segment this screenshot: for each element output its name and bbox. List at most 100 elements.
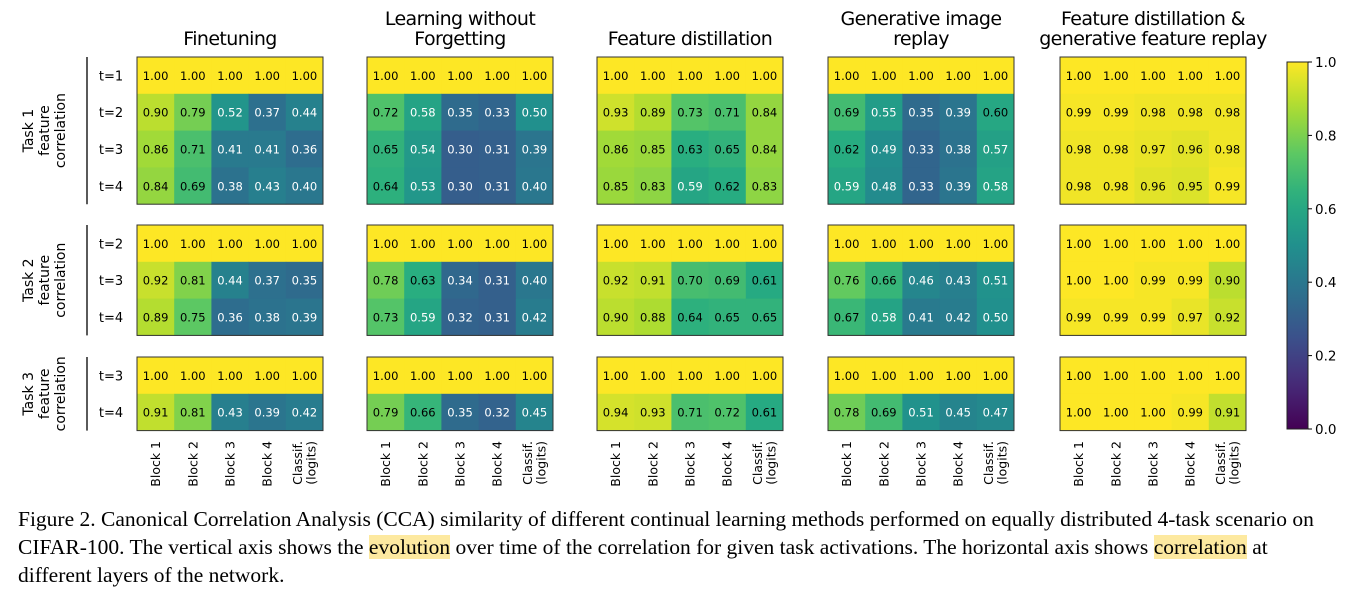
heatmap-cell <box>174 261 212 299</box>
cell-value-label: 1.00 <box>1066 237 1092 251</box>
cell-value-label: 0.84 <box>752 106 778 120</box>
cell-value-label: 0.76 <box>834 274 860 288</box>
cell-value-label: 1.00 <box>1215 369 1241 383</box>
cell-value-label: 0.98 <box>1177 106 1203 120</box>
heatmap-cell <box>1134 93 1172 131</box>
method-title: Learning without Forgetting <box>385 8 536 50</box>
heatmap-cell <box>211 261 249 299</box>
cell-value-label: 1.00 <box>1140 369 1166 383</box>
heatmap-cell <box>1134 393 1172 431</box>
column-tick-label: Block 2 <box>415 441 430 487</box>
heatmap-cell <box>211 393 249 431</box>
heatmap-cell <box>404 261 442 299</box>
heatmap-cell <box>1208 93 1247 131</box>
heatmap-cell <box>441 130 479 168</box>
cell-value-label: 0.69 <box>871 406 897 420</box>
cell-value-label: 1.00 <box>1066 69 1092 83</box>
heatmap-frame <box>596 356 784 432</box>
heatmap-cell <box>367 57 405 95</box>
cell-value-label: 0.32 <box>484 406 510 420</box>
cell-value-label: 0.65 <box>714 143 740 157</box>
cell-value-label: 0.42 <box>945 311 971 325</box>
heatmap-cell <box>939 167 978 205</box>
heatmap-cell <box>865 130 903 168</box>
cell-value-label: 0.69 <box>714 274 740 288</box>
cell-value-label: 1.00 <box>714 237 740 251</box>
heatmap-cell <box>671 225 709 263</box>
cell-value-label: 1.00 <box>254 369 280 383</box>
row-group-label-line: correlation <box>53 356 69 431</box>
heatmap-cell <box>1208 167 1247 205</box>
column-tick-label: Classif.(logits) <box>290 441 319 485</box>
cell-value-label: 1.00 <box>834 69 860 83</box>
cell-value-label: 1.00 <box>447 237 473 251</box>
row-group-label: Task 1featurecorrelation <box>21 93 69 168</box>
heatmap-cell <box>478 225 517 263</box>
column-tick-label: Block 2 <box>645 441 660 487</box>
column-tick-label-line: Block 3 <box>453 441 468 487</box>
cell-value-label: 1.00 <box>1103 274 1129 288</box>
heatmap-cell <box>1060 130 1098 168</box>
heatmap-cell <box>976 298 1015 336</box>
heatmap-cell <box>1097 225 1135 263</box>
heatmap-cell <box>976 261 1015 299</box>
column-tick-label-line: (logits) <box>764 441 779 485</box>
heatmap-cell <box>367 393 405 431</box>
column-tick-label: Block 2 <box>185 441 200 487</box>
heatmap-cell <box>902 357 940 395</box>
cell-value-label: 0.85 <box>640 143 666 157</box>
cell-value-label: 0.31 <box>484 179 510 193</box>
heatmap-cell <box>1134 130 1172 168</box>
heatmap-cell <box>1097 298 1135 336</box>
heatmap-cell <box>404 225 442 263</box>
heatmap-cell <box>1208 225 1247 263</box>
cell-value-label: 0.59 <box>834 179 860 193</box>
heatmap-cell <box>634 93 672 131</box>
heatmap-cell <box>285 298 324 336</box>
cell-value-label: 0.62 <box>834 143 860 157</box>
column-tick-label: Classif.(logits) <box>981 441 1010 485</box>
heatmap-cell <box>285 167 324 205</box>
row-tick-label: t=1 <box>99 69 123 84</box>
heatmap-cell <box>939 225 978 263</box>
heatmap-cell <box>248 261 287 299</box>
heatmap-cell <box>708 298 747 336</box>
cell-value-label: 0.97 <box>1177 311 1203 325</box>
row-group-label-line: Task 1 <box>21 109 37 154</box>
heatmap-cell <box>634 357 672 395</box>
heatmap-cell <box>248 57 287 95</box>
heatmap-frame <box>1059 356 1247 432</box>
heatmap-cell <box>828 57 866 95</box>
cell-value-label: 0.69 <box>180 179 206 193</box>
cell-value-label: 0.61 <box>752 274 778 288</box>
heatmap-cell <box>248 130 287 168</box>
heatmap-cell <box>285 393 324 431</box>
cell-value-label: 0.53 <box>410 179 436 193</box>
cell-value-label: 1.00 <box>1177 237 1203 251</box>
colorbar-tick-label: 0.2 <box>1315 349 1336 365</box>
cell-value-label: 0.31 <box>484 311 510 325</box>
heatmap-frame <box>366 224 554 336</box>
heatmap-cell <box>211 57 249 95</box>
heatmap-cell <box>902 261 940 299</box>
column-tick-label: Block 4 <box>951 441 966 487</box>
heatmap-cell <box>597 357 635 395</box>
cell-value-label: 1.00 <box>254 69 280 83</box>
cell-value-label: 1.00 <box>1103 369 1129 383</box>
column-tick-label-line: Block 3 <box>223 441 238 487</box>
heatmap-frame <box>596 224 784 336</box>
cell-value-label: 0.84 <box>143 179 169 193</box>
cell-value-label: 0.99 <box>1066 311 1092 325</box>
heatmap-cell <box>404 357 442 395</box>
cell-value-label: 1.00 <box>254 237 280 251</box>
heatmap-cell <box>597 225 635 263</box>
heatmap-cell <box>939 130 978 168</box>
heatmap-cell <box>708 167 747 205</box>
heatmap-cell <box>745 225 784 263</box>
cell-value-label: 0.84 <box>752 143 778 157</box>
heatmap-cell <box>1060 357 1098 395</box>
cell-value-label: 0.59 <box>410 311 436 325</box>
heatmap-cell <box>745 357 784 395</box>
heatmap-cell <box>211 130 249 168</box>
cell-value-label: 0.99 <box>1103 106 1129 120</box>
